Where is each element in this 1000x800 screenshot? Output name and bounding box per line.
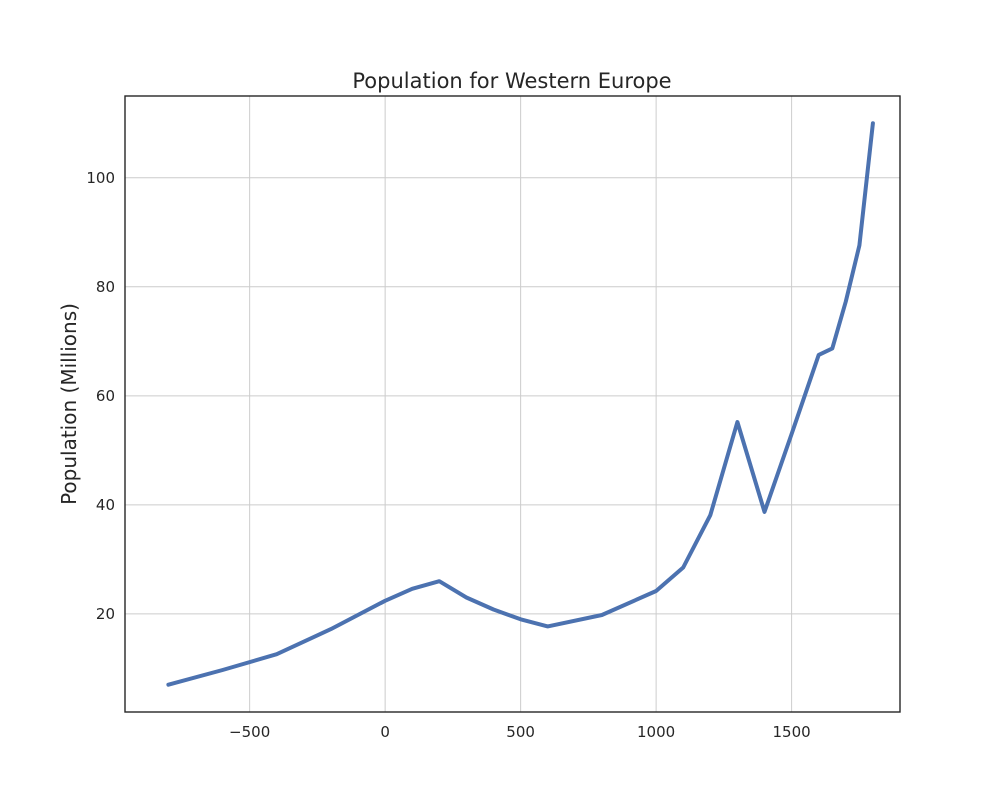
- tick-labels: −500 0 500 1000 1500 20 40 60 80 100: [86, 169, 810, 741]
- chart-title: Population for Western Europe: [352, 69, 671, 93]
- population-series-line: [166, 121, 875, 687]
- x-tick-label: 1000: [637, 723, 675, 741]
- grid-lines: [125, 96, 900, 712]
- plot-frame: [124, 95, 901, 713]
- y-tick-label: 40: [96, 496, 115, 514]
- x-tick-label: 1500: [773, 723, 811, 741]
- y-tick-label: 80: [96, 278, 115, 296]
- plot-series: [166, 121, 875, 687]
- y-tick-label: 60: [96, 387, 115, 405]
- x-tick-label: 0: [380, 723, 390, 741]
- y-tick-label: 20: [96, 605, 115, 623]
- y-axis-label: Population (Millions): [57, 303, 81, 505]
- x-tick-label: −500: [229, 723, 270, 741]
- x-tick-label: 500: [506, 723, 535, 741]
- y-tick-label: 100: [86, 169, 115, 187]
